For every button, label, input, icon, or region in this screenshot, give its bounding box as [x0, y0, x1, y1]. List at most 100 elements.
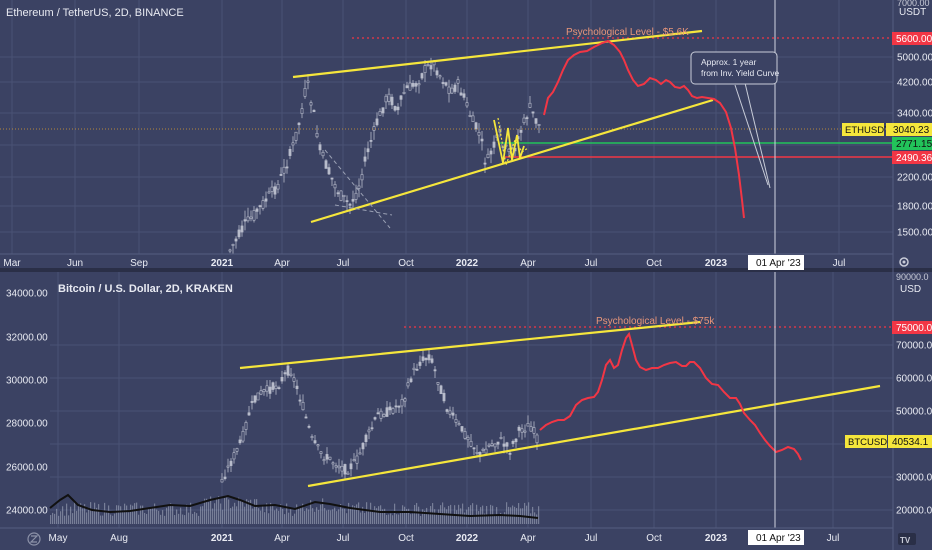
btc-volume-bar: [478, 511, 480, 524]
btc-volume-bar: [142, 505, 144, 524]
btc-candle-body: [370, 427, 374, 430]
eth-tag-5600-text: 5600.00: [896, 34, 932, 45]
btc-volume-bar: [538, 506, 540, 524]
btc-last-price-value: 40534.1: [892, 437, 929, 448]
btc-volume-bar: [186, 504, 188, 524]
btc-volume-bar: [212, 508, 214, 524]
eth-candle-body: [426, 64, 430, 66]
btc-volume-bar: [94, 502, 96, 524]
btc-candle-body: [418, 361, 422, 366]
btc-last-price-name: BTCUSD: [848, 437, 887, 448]
btc-volume-bar: [286, 503, 288, 524]
btc-left-y-tick-label: 32000.00: [6, 333, 48, 344]
btc-currency-label[interactable]: USD: [900, 284, 921, 295]
btc-candle-body: [331, 462, 335, 465]
btc-volume-bar: [116, 505, 118, 524]
btc-volume-bar: [488, 515, 490, 524]
eth-candle-body: [324, 160, 328, 169]
eth-note-box[interactable]: [690, 51, 778, 85]
eth-candle-body: [378, 111, 382, 116]
btc-candle-body: [427, 354, 431, 361]
btc-volume-bar: [240, 500, 242, 524]
eth-forecast-path: [543, 39, 745, 219]
eth-candle-body: [273, 186, 277, 195]
btc-volume-bar: [100, 515, 102, 524]
eth-candle-body: [330, 177, 334, 180]
btc-volume-bar: [118, 505, 120, 524]
btc-volume-bar: [392, 515, 394, 524]
btc-candle-body: [490, 443, 494, 446]
btc-volume-bar: [130, 504, 132, 524]
btc-candle-body: [376, 412, 380, 415]
btc-volume-bar: [278, 510, 280, 524]
btc-volume-bar: [438, 509, 440, 524]
btc-candle-body: [274, 385, 278, 389]
btc-x-tick-label: Jul: [585, 533, 598, 544]
btc-time-axis[interactable]: May Aug 2021 Apr Jul Oct 2022 Apr Jul Oct 2023 Jul: [49, 533, 840, 544]
eth-price-tags: 5600.00 ETHUSDT 3040.23 2771.15 2490.36: [842, 32, 932, 164]
eth-candle-body: [429, 65, 433, 70]
btc-right-y-tick-label: 20000.0: [896, 506, 932, 517]
btc-candle-body: [301, 402, 305, 411]
btc-candle-body: [445, 409, 449, 412]
eth-x-tick-label: Jul: [337, 258, 350, 269]
eth-time-axis[interactable]: Mar Jun Sep 2021 Apr Jul Oct 2022 Apr Jul Oct 2023 J…: [3, 258, 845, 269]
btc-volume-bar: [224, 498, 226, 524]
btc-volume-bar: [122, 511, 124, 524]
eth-candle-body: [492, 141, 496, 148]
btc-volume-bar: [400, 513, 402, 524]
eth-candle-body: [354, 192, 358, 200]
btc-volume-bar: [366, 502, 368, 524]
eth-candle-body: [288, 148, 292, 156]
btc-volume-bar: [172, 504, 174, 524]
eth-candle-body: [339, 190, 343, 201]
btc-candle-body: [328, 456, 332, 460]
btc-left-price-axis[interactable]: 24000.00 26000.00 28000.00 30000.00 32000.00…: [6, 289, 48, 517]
btc-volume-bar: [82, 508, 84, 524]
eth-drawings: [0, 29, 893, 229]
btc-candle-body: [319, 451, 323, 454]
btc-volume-bar: [466, 509, 468, 524]
btc-volume-bar: [370, 502, 372, 524]
eth-candle-body: [234, 238, 238, 242]
btc-volume-bar: [254, 499, 256, 524]
btc-volume-bar: [252, 508, 254, 524]
btc-volume-bar: [188, 512, 190, 524]
btc-candle-body: [379, 410, 383, 419]
btc-volume-bar: [300, 506, 302, 524]
btc-volume-bar: [66, 503, 68, 524]
btc-volume-bar: [386, 514, 388, 524]
btc-volume-bar: [194, 511, 196, 524]
eth-candle-body: [375, 118, 379, 126]
btc-volume-bar: [250, 499, 252, 524]
btc-candle-body: [487, 444, 491, 447]
btc-right-y-tick-label: 50000.0: [896, 407, 932, 418]
btc-volume-bar: [210, 496, 212, 524]
btc-candle-body: [277, 387, 281, 390]
tradingview-logo-icon[interactable]: TV: [898, 533, 916, 545]
btc-volume-bar: [336, 511, 338, 524]
btc-candle-body: [307, 425, 311, 428]
settings-gear-icon[interactable]: [899, 257, 909, 267]
btc-volume-bar: [528, 502, 530, 524]
eth-last-price-name-tag: [842, 123, 884, 136]
btc-candle-body: [298, 399, 302, 402]
btc-volume-bar: [270, 502, 272, 524]
btc-volume-bar: [50, 515, 52, 524]
eth-candle-body: [453, 84, 457, 92]
btc-volume-bar: [368, 509, 370, 524]
btc-volume-bar: [128, 512, 130, 524]
eth-candle-body: [303, 88, 307, 97]
eth-candle-body: [465, 102, 469, 107]
btc-volume-bar: [136, 502, 138, 524]
btc-candle-body: [346, 472, 350, 475]
timezone-icon[interactable]: [27, 532, 41, 546]
eth-currency-label[interactable]: USDT: [899, 7, 926, 18]
btc-volume-bar: [96, 507, 98, 524]
btc-volume-bar: [234, 502, 236, 524]
btc-candle-body: [511, 440, 515, 444]
btc-candle-body: [505, 442, 509, 447]
btc-volume-bar: [276, 508, 278, 524]
eth-candle-body: [486, 153, 490, 159]
